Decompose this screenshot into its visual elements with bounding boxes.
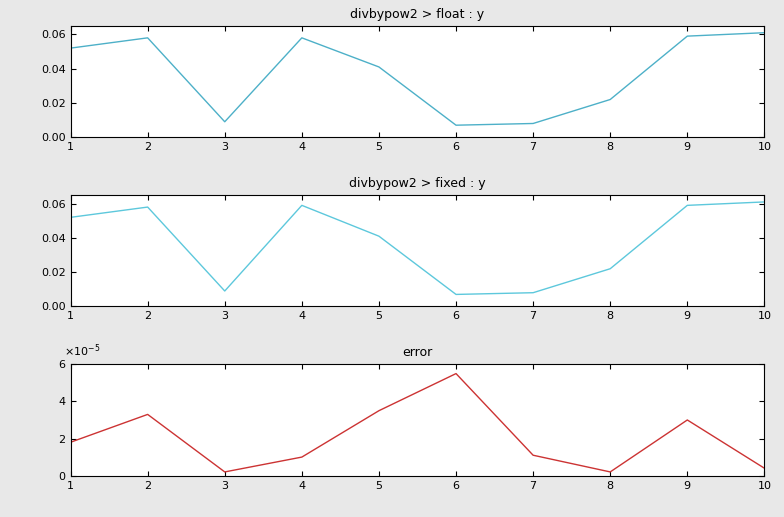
Title: error: error bbox=[402, 346, 433, 359]
Title: divbypow2 > float : y: divbypow2 > float : y bbox=[350, 8, 485, 21]
Title: divbypow2 > fixed : y: divbypow2 > fixed : y bbox=[349, 177, 486, 190]
Text: $\times10^{-5}$: $\times10^{-5}$ bbox=[64, 342, 100, 359]
